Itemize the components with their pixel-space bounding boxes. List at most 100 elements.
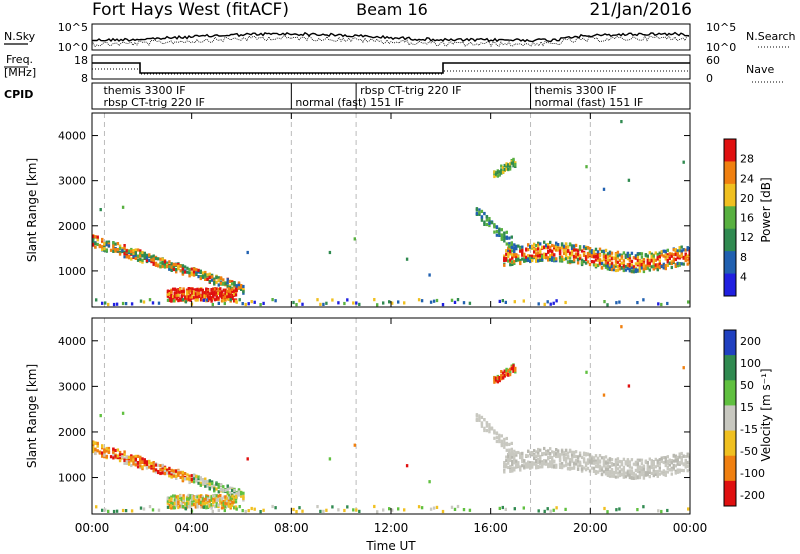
velocity-cell (210, 503, 213, 507)
power-cell (493, 172, 496, 176)
velocity-cell (562, 464, 566, 468)
velocity-cell (227, 494, 231, 498)
velocity-cell (208, 486, 211, 490)
power-cell (531, 258, 534, 263)
power-cell (219, 287, 222, 291)
power-cell (522, 299, 525, 303)
power-cell (664, 267, 667, 271)
power-cell (533, 248, 536, 252)
power-cell (222, 281, 225, 286)
velocity-cell (507, 369, 510, 373)
velocity-cell (501, 376, 505, 380)
power-cell (537, 254, 540, 258)
velocity-cell (686, 464, 689, 468)
power-cell (240, 285, 243, 289)
power-cell (670, 260, 673, 264)
power-cell (640, 255, 644, 259)
velocity-cell (191, 494, 194, 498)
velocity-cell (674, 471, 677, 475)
velocity-cell (185, 505, 189, 509)
power-cell (555, 299, 558, 303)
velocity-cell (585, 370, 588, 374)
power-cell (652, 264, 655, 268)
velocity-cell (94, 451, 97, 456)
power-cell (688, 247, 690, 251)
power-cell (205, 290, 208, 294)
velocity-cell (574, 459, 578, 463)
velocity-cell (503, 461, 506, 465)
power-cell (680, 249, 683, 253)
nave-right-tick-top: 60 (706, 54, 720, 67)
velocity-cell (187, 504, 191, 509)
velocity-cell (664, 459, 667, 464)
velocity-cell (150, 461, 153, 465)
velocity-cell (177, 505, 180, 510)
velocity-cell (241, 509, 244, 513)
power-cell (177, 299, 180, 303)
power-cell (206, 295, 210, 299)
velocity-cell (196, 503, 199, 507)
velocity-cell (175, 500, 178, 505)
power-cell (488, 219, 491, 223)
velocity-colorbar-tick: 15 (740, 401, 754, 414)
nave-right-tick-bottom: 0 (706, 72, 713, 85)
power-colorbar-tick: 12 (740, 231, 754, 244)
power-cell (500, 168, 503, 172)
velocity-cell (503, 445, 506, 449)
velocity-y-tick-label: 2000 (58, 426, 86, 439)
velocity-cell (632, 471, 636, 475)
power-cell (616, 268, 620, 272)
velocity-cell (456, 504, 460, 509)
power-cell (606, 267, 610, 271)
power-cell (194, 292, 198, 296)
velocity-cell (161, 468, 164, 472)
velocity-cell (642, 468, 646, 472)
velocity-cell (271, 504, 274, 509)
power-cell (199, 269, 202, 273)
power-cell (130, 247, 133, 252)
power-cell (208, 297, 211, 301)
velocity-cell (676, 462, 679, 466)
velocity-cell (217, 494, 220, 498)
power-cell (570, 246, 574, 250)
power-cell (684, 252, 687, 257)
velocity-cell (658, 458, 661, 462)
noise-right-tick-bottom: 10^0 (706, 41, 736, 54)
power-cell (493, 170, 496, 174)
velocity-cell (498, 506, 501, 510)
velocity-cell (680, 455, 683, 459)
power-cell (537, 259, 540, 263)
power-colorbar-swatch (724, 273, 736, 297)
velocity-cell (640, 473, 644, 477)
velocity-cell (202, 505, 205, 509)
velocity-cell (549, 447, 552, 451)
velocity-cell (166, 468, 169, 472)
velocity-cell (638, 465, 642, 470)
velocity-cell (112, 453, 115, 457)
power-cell (175, 270, 178, 274)
power-cell (672, 259, 675, 263)
velocity-cell (507, 372, 510, 376)
velocity-cell (684, 463, 687, 467)
power-cell (500, 228, 503, 232)
power-cell (626, 266, 630, 271)
power-cell (94, 245, 97, 249)
velocity-cell (217, 485, 220, 489)
power-cell (170, 299, 173, 303)
velocity-cell (684, 465, 687, 469)
power-cell (226, 293, 229, 297)
power-cell (622, 262, 626, 266)
velocity-cell (638, 458, 642, 462)
velocity-cell (121, 508, 125, 513)
velocity-cell (217, 490, 220, 494)
power-cell (107, 242, 111, 246)
power-cell (319, 302, 322, 306)
velocity-cell (118, 450, 122, 455)
velocity-cell (523, 459, 526, 463)
velocity-cell (500, 439, 503, 443)
velocity-cell (514, 370, 517, 374)
velocity-cell (636, 465, 640, 469)
velocity-cell (145, 465, 149, 469)
velocity-cell (507, 461, 510, 465)
power-cell (177, 262, 180, 267)
